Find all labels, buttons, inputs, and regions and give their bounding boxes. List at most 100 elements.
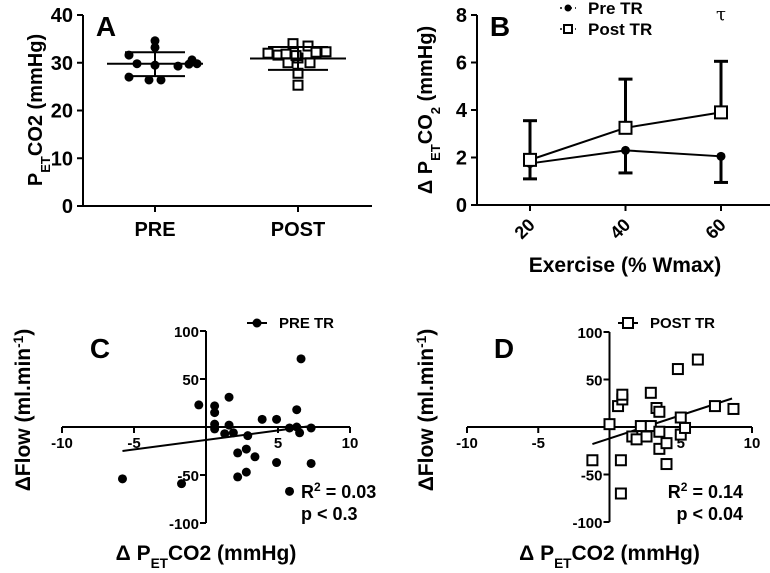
a-point-pre bbox=[150, 36, 160, 46]
b-y-tick-label: 0 bbox=[456, 195, 467, 217]
d-legend-label: POST TR bbox=[650, 315, 715, 332]
a-y-label: PETCO2 (mmHg) bbox=[25, 34, 53, 186]
c-legend-marker bbox=[252, 318, 262, 328]
c-data-point bbox=[241, 467, 251, 477]
c-data-point bbox=[306, 458, 316, 468]
a-point-pre bbox=[144, 75, 154, 85]
b-point-post-tr bbox=[714, 105, 728, 120]
b-y-label: Δ PETCO2 (mmHg) bbox=[415, 26, 443, 194]
c-data-point bbox=[272, 458, 282, 468]
c-y-tick-label: -100 bbox=[169, 516, 199, 533]
b-y-tick-label: 4 bbox=[456, 100, 468, 122]
b-point-pre-tr bbox=[716, 151, 726, 161]
c-panel-letter: C bbox=[90, 333, 110, 364]
a-panel-letter: A bbox=[96, 11, 116, 42]
c-data-point bbox=[224, 420, 234, 430]
a-x-tick-label: PRE bbox=[134, 219, 175, 241]
a-y-tick-label: 30 bbox=[51, 53, 73, 75]
b-y-tick-label: 8 bbox=[456, 5, 467, 27]
d-y-tick-label: -50 bbox=[581, 468, 603, 485]
b-y-tick-label: 2 bbox=[456, 148, 467, 170]
d-y-label: ΔFlow (ml.min-1) bbox=[414, 329, 439, 492]
d-legend-marker bbox=[622, 317, 634, 329]
c-y-tick-label: 50 bbox=[182, 372, 199, 389]
d-x-tick-label: 5 bbox=[677, 435, 685, 452]
a-point-post bbox=[292, 79, 304, 91]
d-data-point bbox=[674, 411, 687, 424]
c-data-point bbox=[233, 448, 243, 458]
c-data-point bbox=[285, 423, 295, 433]
b-point-post-tr bbox=[523, 152, 537, 167]
c-data-point bbox=[285, 486, 295, 496]
c-x-label: Δ PETCO2 (mmHg) bbox=[116, 542, 297, 571]
c-data-point bbox=[306, 423, 316, 433]
d-y-tick-label: 50 bbox=[586, 373, 603, 390]
b-legend-label: Pre TR bbox=[588, 0, 643, 18]
c-y-label: ΔFlow (ml.min-1) bbox=[11, 329, 36, 492]
c-data-point bbox=[241, 444, 251, 454]
c-x-tick-label: 10 bbox=[342, 435, 359, 452]
d-data-point bbox=[660, 437, 673, 450]
c-data-point bbox=[177, 479, 187, 489]
d-regression-line bbox=[592, 397, 733, 446]
c-r-squared: R2 = 0.03 bbox=[301, 480, 376, 502]
d-data-point bbox=[679, 421, 692, 434]
d-data-point bbox=[586, 454, 599, 467]
c-data-point bbox=[292, 405, 302, 415]
c-data-point bbox=[243, 431, 253, 441]
c-data-point bbox=[250, 452, 260, 462]
a-y-tick-label: 0 bbox=[62, 196, 73, 218]
c-data-point bbox=[257, 414, 267, 424]
a-point-post bbox=[310, 46, 322, 58]
c-data-point bbox=[210, 424, 220, 434]
d-data-point bbox=[640, 430, 653, 443]
b-x-tick-label: 40 bbox=[606, 215, 634, 243]
b-x-label: Exercise (% Wmax) bbox=[529, 254, 722, 277]
a-point-post bbox=[320, 46, 332, 58]
c-y-tick-label: 100 bbox=[174, 324, 199, 341]
b-point-post-tr bbox=[618, 120, 633, 135]
d-panel-letter: D bbox=[494, 333, 514, 364]
a-y-tick-label: 20 bbox=[51, 101, 73, 123]
d-data-point bbox=[671, 363, 684, 376]
d-data-point bbox=[660, 458, 673, 471]
d-data-point bbox=[616, 388, 629, 401]
c-data-point bbox=[194, 400, 204, 410]
b-x-tick-label: 60 bbox=[702, 215, 730, 243]
d-data-point bbox=[603, 418, 616, 431]
a-point-pre bbox=[156, 75, 166, 85]
a-x-tick-label: POST bbox=[271, 219, 325, 241]
a-point-post bbox=[304, 57, 316, 69]
a-point-post bbox=[290, 50, 302, 62]
d-y-tick-label: 100 bbox=[577, 325, 602, 342]
c-data-point bbox=[117, 474, 127, 484]
b-legend-marker bbox=[564, 4, 572, 12]
b-point-pre-tr bbox=[621, 145, 630, 155]
a-point-post bbox=[287, 38, 299, 50]
c-data-point bbox=[210, 401, 220, 411]
a-y-tick-label: 40 bbox=[51, 5, 73, 27]
d-data-point bbox=[708, 400, 721, 413]
b-y-tick-label: 6 bbox=[456, 53, 467, 75]
d-data-point bbox=[630, 433, 643, 446]
d-data-point bbox=[614, 487, 627, 500]
b-x-tick-label: 20 bbox=[511, 215, 539, 243]
d-data-point bbox=[727, 402, 740, 415]
d-y-tick-label: -100 bbox=[572, 515, 602, 532]
c-data-point bbox=[295, 428, 305, 438]
c-data-point bbox=[233, 472, 243, 482]
c-legend-label: PRE TR bbox=[279, 315, 334, 332]
c-data-point bbox=[224, 392, 234, 402]
d-data-point bbox=[634, 420, 647, 433]
d-x-tick-label: 10 bbox=[744, 435, 761, 452]
c-x-tick-label: 5 bbox=[274, 435, 282, 452]
d-x-tick-label: -5 bbox=[532, 435, 545, 452]
d-data-point bbox=[644, 386, 657, 399]
c-data-point bbox=[272, 414, 282, 424]
c-data-point bbox=[296, 354, 306, 364]
c-x-tick-label: -10 bbox=[51, 435, 73, 452]
c-data-point bbox=[210, 408, 220, 418]
d-data-point bbox=[691, 353, 704, 366]
b-panel-letter: B bbox=[490, 11, 510, 42]
